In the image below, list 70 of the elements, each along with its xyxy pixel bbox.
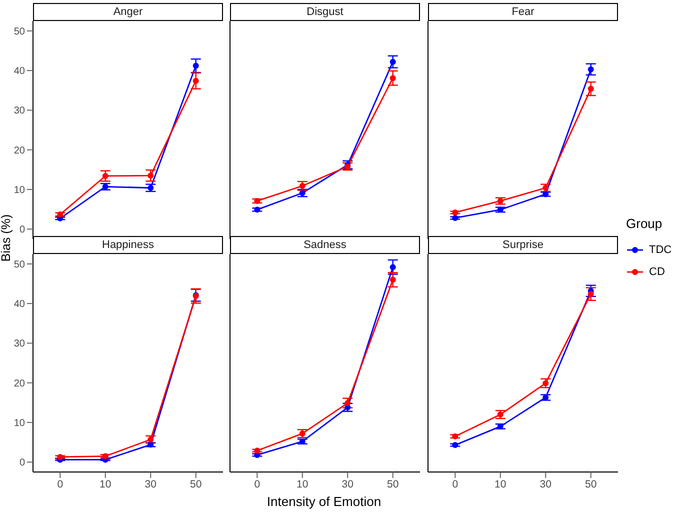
point (497, 198, 504, 204)
point (102, 184, 108, 190)
y-tick-label: 40 (14, 299, 26, 310)
x-tick-label: 10 (100, 478, 112, 490)
chart-title: Happiness (33, 236, 223, 254)
point (390, 58, 396, 65)
y-tick-label: 0 (19, 224, 26, 236)
x-tick-label: 50 (190, 478, 202, 490)
legend-label: CD (649, 266, 665, 278)
point (148, 436, 154, 442)
point (254, 198, 260, 204)
point (588, 66, 594, 72)
y-tick-label: 40 (14, 66, 26, 78)
chart-title: Disgust (230, 3, 420, 21)
y-tick-label: 10 (14, 418, 26, 430)
point (497, 423, 504, 430)
x-tick-label: 30 (342, 478, 354, 490)
x-tick-label: 50 (387, 478, 399, 490)
y-tick-label: 50 (14, 259, 26, 270)
point (57, 211, 64, 218)
point (192, 78, 199, 84)
point (254, 448, 260, 454)
x-axis-title: Intensity of Emotion (266, 494, 382, 509)
point (452, 433, 458, 440)
point (390, 276, 396, 283)
y-tick-label: 10 (14, 185, 26, 196)
point (102, 172, 108, 179)
point (542, 184, 549, 191)
point (497, 412, 504, 418)
point (344, 400, 351, 406)
point (192, 62, 199, 69)
point (299, 430, 306, 437)
x-tick-label: 0 (452, 478, 458, 490)
point (57, 454, 64, 460)
point (299, 182, 306, 189)
point (542, 191, 549, 198)
point (254, 206, 260, 213)
y-tick-label: 20 (14, 145, 26, 156)
point (452, 214, 458, 221)
point (542, 380, 549, 386)
legend-label: TDC (649, 244, 672, 256)
y-tick-label: 30 (14, 106, 26, 117)
chart-title: Surprise (428, 236, 618, 254)
y-axis-title: Bias (%) (0, 213, 13, 264)
point (390, 264, 396, 270)
chart-title: Anger (33, 3, 223, 21)
point (452, 442, 458, 448)
y-tick-label: 30 (14, 338, 26, 350)
x-tick-label: 0 (254, 478, 260, 490)
y-tick-label: 0 (19, 458, 26, 469)
chart-title: Fear (428, 3, 618, 21)
point (588, 291, 594, 298)
x-tick-label: 10 (494, 478, 506, 490)
chart-title: Sadness (230, 236, 420, 254)
legend-title: Group (626, 216, 664, 231)
point (102, 453, 108, 460)
x-tick-label: 30 (144, 478, 157, 490)
point (148, 442, 154, 448)
x-tick-label: 50 (585, 478, 597, 490)
point (148, 184, 154, 191)
y-tick-label: 20 (14, 378, 26, 390)
x-tick-label: 10 (296, 478, 308, 490)
point (148, 172, 154, 179)
y-tick-label: 50 (14, 26, 26, 38)
point (497, 206, 504, 213)
point (390, 75, 396, 82)
point (588, 86, 594, 92)
point (299, 190, 306, 196)
x-tick-label: 0 (57, 478, 64, 490)
x-tick-label: 30 (540, 478, 552, 490)
